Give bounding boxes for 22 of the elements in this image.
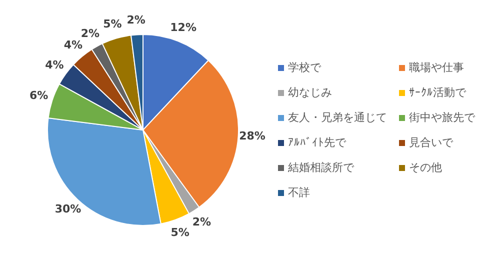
- data-label: 12%: [170, 21, 196, 34]
- data-label: 2%: [192, 215, 212, 228]
- legend-label: 友人・兄弟を通じて: [288, 110, 387, 125]
- legend-label: その他: [409, 160, 442, 175]
- legend-label: ｱﾙﾊﾞｲﾄ先で: [288, 135, 346, 150]
- legend-label: 学校で: [288, 60, 321, 75]
- legend-label: 街中や旅先で: [409, 110, 475, 125]
- data-label: 5%: [170, 226, 190, 239]
- data-label: 2%: [80, 26, 100, 40]
- data-label: 30%: [54, 202, 82, 216]
- legend-label: 幼なじみ: [288, 85, 332, 100]
- data-label: 2%: [126, 14, 146, 27]
- data-label: 4%: [45, 58, 64, 72]
- data-label: 5%: [103, 18, 122, 31]
- legend-label: 職場や仕事: [409, 60, 464, 75]
- data-label: 6%: [30, 89, 48, 102]
- data-label: 28%: [239, 130, 266, 143]
- legend-label: ｻｰｸﾙ活動で: [409, 85, 466, 100]
- legend-label: 見合いで: [409, 135, 453, 150]
- legend-label: 結婚相談所で: [288, 160, 354, 175]
- data-label: 4%: [64, 38, 83, 52]
- legend-label: 不詳: [288, 185, 310, 200]
